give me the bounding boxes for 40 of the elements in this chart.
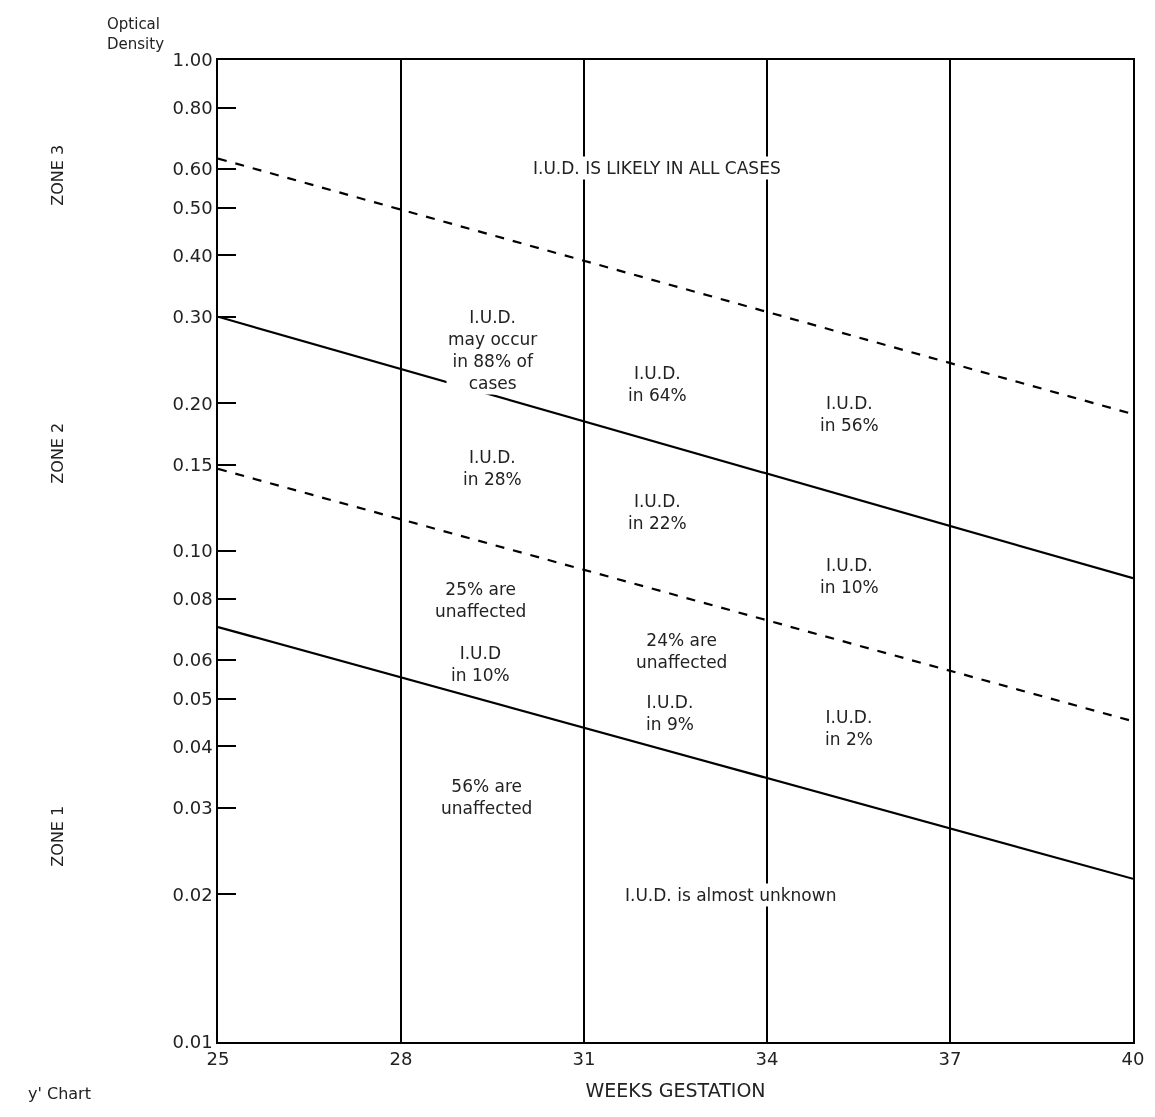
y-tick-label: 0.10 <box>172 540 213 562</box>
y-tick-label: 0.08 <box>172 587 213 609</box>
annotation: I.U.D. in 64% <box>628 363 687 406</box>
annotation: I.U.D. in 22% <box>628 491 687 534</box>
y-tick-label: 0.02 <box>172 883 213 905</box>
y-tick-label: 0.60 <box>172 158 213 180</box>
annotation: I.U.D. in 10% <box>820 555 879 598</box>
y-tick-label: 0.20 <box>172 392 213 414</box>
text: ZONE 3 <box>47 144 67 206</box>
x-tick-label: 37 <box>938 1048 962 1070</box>
annotation: I.U.D. in 2% <box>825 707 873 750</box>
annotation: I.U.D. in 9% <box>646 692 694 735</box>
annotation: I.U.D. in 56% <box>820 393 879 436</box>
x-tick-label: 34 <box>755 1048 779 1070</box>
annotation: I.U.D. in 28% <box>463 447 522 490</box>
y-tick-label: 0.50 <box>172 197 213 219</box>
annotation: I.U.D in 10% <box>451 643 510 686</box>
x-axis-title: WEEKS GESTATION <box>585 1078 766 1101</box>
y-tick-label: 0.80 <box>172 96 213 118</box>
x-tick-label: 31 <box>572 1048 596 1070</box>
annotation: 25% are unaffected <box>435 579 527 622</box>
text: y' Chart <box>28 1084 91 1103</box>
y-tick-label: 0.05 <box>172 688 213 710</box>
text: ZONE 1 <box>48 805 68 867</box>
y-tick-label: 0.06 <box>172 649 213 671</box>
y-axis-title: Optical Density <box>107 15 165 53</box>
y-tick-label: 0.04 <box>172 735 213 757</box>
x-tick-label: 28 <box>389 1048 413 1070</box>
y-tick-label: 0.40 <box>172 244 213 266</box>
y-tick-label: 0.03 <box>172 797 213 819</box>
annotation: 56% are unaffected <box>441 776 533 819</box>
annotation: I.U.D. may occur in 88% of cases <box>448 307 538 394</box>
annotation: I.U.D. is almost unknown <box>625 885 837 905</box>
y-tick-label: 0.15 <box>172 453 213 475</box>
annotation: I.U.D. IS LIKELY IN ALL CASES <box>533 158 781 178</box>
text: ZONE 2 <box>48 422 68 484</box>
x-tick-label: 40 <box>1121 1048 1145 1070</box>
y-tick-label: 1.00 <box>172 49 213 71</box>
annotation: 24% are unaffected <box>636 630 728 673</box>
y-tick-label: 0.30 <box>172 306 213 328</box>
